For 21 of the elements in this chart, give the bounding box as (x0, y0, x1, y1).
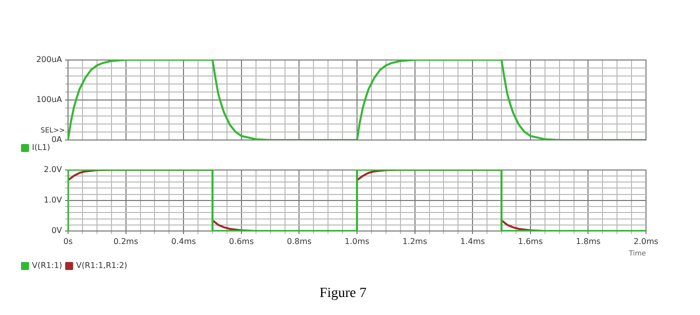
y-tick-label: 200uA (36, 54, 63, 64)
x-tick-label: 1.8ms (576, 236, 601, 246)
legend-label: V(R1:1,R1:2) (76, 261, 128, 270)
x-tick-label: 1.6ms (518, 236, 543, 246)
x-tick-label: 1.2ms (402, 236, 428, 246)
x-tick-label: 1.0ms (344, 236, 370, 246)
x-tick-label: 0.2ms (113, 236, 138, 246)
x-tick-label: 0.6ms (229, 236, 254, 246)
y-tick-label: 1.0V (44, 195, 63, 204)
y-tick-label: 100uA (36, 94, 63, 104)
x-tick-label: 0.8ms (286, 236, 312, 246)
y-tick-label: 0V (51, 226, 63, 236)
y-tick-label: 2.0V (44, 164, 63, 174)
y-tick-label: 0A (51, 135, 63, 144)
caption: Figure 7 (318, 286, 368, 302)
x-tick-label: 2.0ms (634, 236, 658, 246)
legend-label: V(R1:1) (32, 261, 62, 270)
x-tick-label: 1.4ms (460, 236, 485, 246)
x-tick-label: 0.4ms (171, 236, 196, 246)
x-tick-label: 0s (63, 236, 73, 246)
legend-label: I(L1) (32, 143, 50, 152)
